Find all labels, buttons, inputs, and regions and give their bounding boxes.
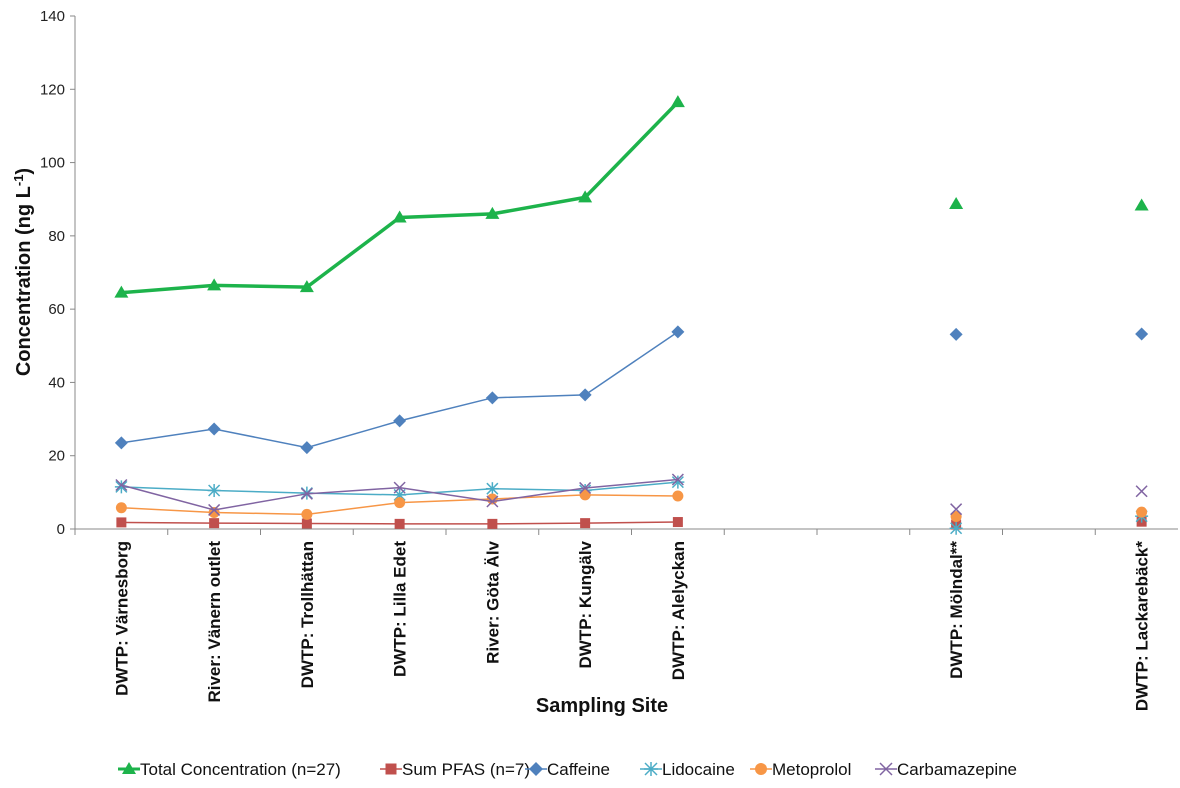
data-point	[949, 327, 963, 341]
data-point	[301, 508, 313, 520]
data-point	[114, 285, 129, 298]
legend-item: Sum PFAS (n=7)	[380, 760, 530, 779]
legend-item: Lidocaine	[640, 760, 735, 779]
data-point	[1136, 506, 1148, 518]
data-point	[394, 518, 405, 529]
data-point	[485, 206, 500, 219]
x-tick-label: River: Vänern outlet	[205, 541, 224, 703]
data-point	[115, 478, 128, 492]
y-tick-label: 140	[40, 8, 65, 25]
data-point	[578, 388, 592, 402]
data-point	[207, 484, 221, 498]
data-point	[672, 517, 683, 528]
x-tick-label: DWTP: Kungälv	[576, 540, 595, 668]
data-point	[949, 521, 963, 535]
y-tick-label: 40	[48, 374, 65, 391]
data-point	[485, 391, 499, 405]
data-point	[114, 436, 128, 450]
data-point	[671, 475, 685, 489]
data-point	[207, 278, 222, 291]
data-point	[487, 518, 498, 529]
y-tick-label: 80	[48, 228, 65, 245]
data-point	[486, 493, 498, 505]
data-marks	[114, 95, 1149, 535]
legend-item: Carbamazepine	[875, 760, 1017, 779]
data-point	[578, 190, 593, 203]
data-point	[671, 325, 685, 339]
legend-label: Metoprolol	[772, 760, 851, 779]
legend-label: Sum PFAS (n=7)	[402, 760, 530, 779]
data-point	[949, 196, 964, 209]
x-tick-label: DWTP: Trollhättan	[298, 541, 317, 688]
legend-label: Caffeine	[547, 760, 610, 779]
data-point	[485, 482, 499, 496]
data-point	[671, 473, 684, 486]
legend-item: Metoprolol	[750, 760, 851, 779]
data-point	[209, 518, 220, 529]
data-point	[301, 518, 312, 529]
legend-item: Caffeine	[525, 760, 610, 779]
legend-label: Lidocaine	[662, 760, 735, 779]
data-point	[486, 495, 499, 508]
series-line	[121, 331, 679, 449]
series-caffeine	[114, 325, 1149, 455]
data-point	[393, 414, 407, 428]
x-tick-label: DWTP: Lilla Edet	[391, 541, 410, 677]
data-point	[300, 441, 314, 455]
x-tick-label: River: Göta Älv	[483, 540, 502, 663]
data-point	[670, 95, 685, 108]
y-tick-label: 100	[40, 155, 65, 172]
x-axis-title: Sampling Site	[536, 695, 668, 717]
x-tick-label: DWTP: Mölndal**	[947, 541, 966, 679]
data-point	[116, 517, 127, 528]
data-point	[208, 503, 221, 516]
series-total-concentration-n-27	[114, 95, 1149, 298]
axes: 0 20 40 60 80 100 120 140 DWTP: Värnesborg River:…	[40, 8, 1178, 711]
data-point	[672, 490, 684, 502]
data-point	[300, 487, 313, 500]
data-point	[394, 497, 406, 509]
series-line	[121, 100, 680, 295]
series-sum-pfas-n-7	[116, 516, 1147, 530]
data-point	[207, 422, 221, 436]
legend-label: Total Concentration (n=27)	[140, 760, 341, 779]
data-point	[950, 511, 962, 523]
y-tick-label: 0	[57, 521, 65, 538]
data-point	[950, 503, 963, 516]
legend-label: Carbamazepine	[897, 760, 1017, 779]
x-tick-label: DWTP: Värnesborg	[112, 541, 131, 696]
x-tick-label: DWTP: Alelyckan	[669, 541, 688, 680]
y-tick-label: 120	[40, 81, 65, 98]
data-point	[1135, 485, 1148, 498]
series-metoprolol	[115, 489, 1148, 523]
data-point	[392, 210, 407, 223]
y-tick-label: 20	[48, 448, 65, 465]
series-carbamazepine	[115, 473, 1148, 516]
data-point	[299, 280, 314, 293]
data-point	[580, 518, 591, 529]
data-point	[579, 481, 592, 494]
y-tick-label: 60	[48, 301, 65, 318]
data-point	[1134, 198, 1149, 211]
data-point	[579, 489, 591, 501]
legend: Total Concentration (n=27) Sum PFAS (n=7)…	[118, 760, 1017, 779]
legend-item: Total Concentration (n=27)	[118, 760, 341, 779]
data-point	[1135, 327, 1149, 341]
y-axis-title: Concentration (ng L-1)	[11, 168, 36, 376]
y-axis-title-superscript: -1	[11, 175, 26, 187]
data-point	[393, 481, 406, 494]
data-point	[115, 502, 127, 514]
x-tick-label: DWTP: Lackarebäck*	[1133, 541, 1152, 711]
